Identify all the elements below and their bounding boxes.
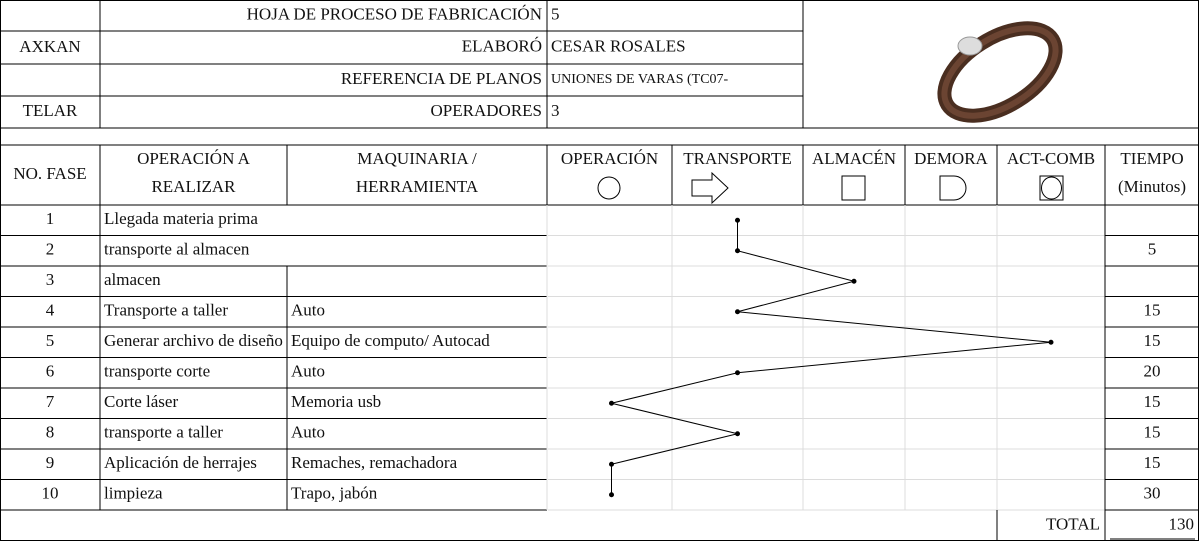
total-label: TOTAL [1046, 514, 1100, 533]
operacion: Corte láser [104, 392, 178, 411]
col-header: (Minutos) [1118, 177, 1186, 196]
fase: 9 [46, 453, 55, 472]
tiempo: 15 [1144, 423, 1161, 442]
flow-point [609, 400, 614, 406]
field-label: ELABORÓ [462, 36, 542, 55]
activity-header: TRANSPORTE [683, 149, 792, 168]
flow-point [609, 492, 614, 498]
operacion: transporte corte [104, 362, 210, 381]
tiempo: 15 [1144, 392, 1161, 411]
flow-point [851, 278, 857, 284]
col-header: TIEMPO [1120, 149, 1183, 168]
col-header: MAQUINARIA / [357, 149, 477, 168]
flow-point [609, 461, 614, 467]
tiempo: 15 [1144, 301, 1161, 320]
product-image [937, 21, 1063, 123]
loom: TELAR [23, 101, 78, 120]
activity-header: ALMACÉN [812, 149, 896, 168]
col-header: NO. FASE [13, 164, 86, 183]
fase: 5 [46, 331, 55, 350]
flow-point [735, 217, 740, 223]
field-value: 5 [551, 4, 560, 23]
tiempo: 5 [1148, 240, 1157, 259]
fase: 6 [46, 362, 55, 381]
operacion: limpieza [104, 484, 163, 503]
operacion: almacen [104, 270, 161, 289]
tiempo: 15 [1144, 453, 1161, 472]
flow-point [735, 431, 740, 437]
fase: 8 [46, 423, 55, 442]
tiempo: 30 [1144, 484, 1161, 503]
field-value: 3 [551, 101, 560, 120]
fase: 1 [46, 209, 55, 228]
flow-point [1048, 339, 1054, 345]
maquinaria: Auto [291, 423, 325, 442]
field-label: OPERADORES [431, 101, 542, 120]
maquinaria: Auto [291, 362, 325, 381]
flow-point [735, 248, 740, 254]
tiempo: 20 [1144, 362, 1161, 381]
field-value: CESAR ROSALES [551, 36, 686, 55]
operacion: Aplicación de herrajes [104, 453, 257, 472]
maquinaria: Auto [291, 301, 325, 320]
maquinaria: Memoria usb [291, 392, 381, 411]
operacion: Transporte a taller [104, 301, 228, 320]
header-symbols [597, 171, 1064, 205]
flow-point [735, 370, 740, 376]
activity-header: ACT-COMB [1007, 149, 1095, 168]
activity-header: DEMORA [914, 149, 988, 168]
company: AXKAN [19, 37, 80, 56]
fase: 7 [46, 392, 55, 411]
flow-line [611, 220, 1052, 495]
field-value: UNIONES DE VARAS (TC07- [551, 72, 729, 87]
total: 130 [1169, 514, 1195, 533]
operacion: transporte al almacen [104, 240, 250, 259]
fase: 3 [46, 270, 55, 289]
col-header: REALIZAR [151, 177, 236, 196]
field-label: REFERENCIA DE PLANOS [341, 69, 542, 88]
maquinaria: Remaches, remachadora [291, 453, 458, 472]
maquinaria: Trapo, jabón [291, 484, 378, 503]
operacion: transporte a taller [104, 423, 223, 442]
col-header: HERRAMIENTA [356, 177, 479, 196]
flow-point [735, 309, 740, 315]
fase: 10 [42, 484, 59, 503]
tiempo: 15 [1144, 331, 1161, 350]
activity-header: OPERACIÓN [561, 149, 658, 168]
fase: 2 [46, 240, 55, 259]
maquinaria: Equipo de computo/ Autocad [291, 331, 490, 350]
fase: 4 [46, 301, 55, 320]
col-header: OPERACIÓN A [137, 149, 251, 168]
operacion: Generar archivo de diseño [104, 331, 283, 350]
field-label: HOJA DE PROCESO DE FABRICACIÓN [247, 4, 542, 23]
operacion: Llegada materia prima [104, 209, 258, 228]
